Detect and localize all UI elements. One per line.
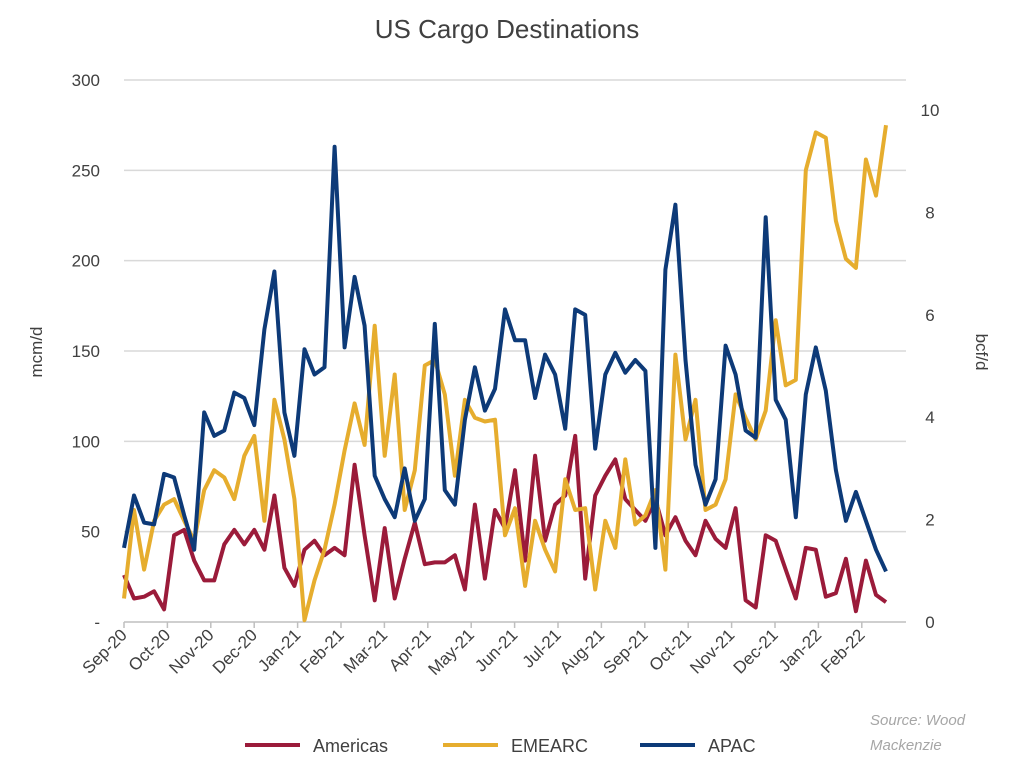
y2-axis-ticks: 0 2 4 6 8 10 (921, 101, 940, 632)
y-tick-label: 250 (72, 161, 100, 180)
x-tick-label: Nov-20 (165, 625, 217, 677)
legend: Americas EMEARC APAC (245, 736, 756, 756)
x-tick-label: May-21 (425, 625, 479, 679)
y2-tick-label: 0 (925, 613, 934, 632)
source-line-1: Source: Wood (870, 712, 966, 729)
x-tick-label: Sep-20 (79, 625, 131, 677)
y2-tick-label: 10 (921, 101, 940, 120)
legend-label: APAC (708, 736, 756, 756)
y2-tick-label: 4 (925, 408, 934, 427)
y2-tick-label: 2 (925, 511, 934, 530)
y-axis-label: mcm/d (27, 327, 46, 378)
x-tick-label: Feb-22 (817, 625, 869, 677)
source-line-2: Mackenzie (870, 737, 942, 754)
series-lines (122, 124, 888, 623)
y2-tick-label: 8 (925, 203, 934, 222)
y2-axis-label: bcf/d (972, 334, 991, 371)
legend-label: EMEARC (511, 736, 588, 756)
y-tick-label: 100 (72, 432, 100, 451)
y-axis-ticks: - 50 100 150 200 250 300 (72, 71, 100, 632)
gridlines (123, 79, 906, 628)
y2-tick-label: 6 (925, 306, 934, 325)
series-line-emearc (122, 124, 888, 623)
x-tick-label: Oct-21 (646, 625, 696, 675)
x-tick-label: Jan-22 (775, 625, 825, 675)
y-tick-label: 150 (72, 342, 100, 361)
x-tick-label: Jan-21 (254, 625, 304, 675)
x-tick-label: Aug-21 (556, 625, 608, 677)
x-tick-label: Feb-21 (296, 625, 348, 677)
x-tick-label: Dec-21 (730, 625, 782, 677)
x-tick-label: Dec-20 (209, 625, 261, 677)
x-tick-label: Mar-21 (340, 625, 392, 677)
y-tick-label: - (94, 613, 100, 632)
x-axis-ticks: Sep-20Oct-20Nov-20Dec-20Jan-21Feb-21Mar-… (79, 625, 869, 679)
y-tick-label: 200 (72, 252, 100, 271)
series-line-apac (122, 144, 888, 573)
x-tick-label: Oct-20 (125, 625, 175, 675)
y-tick-label: 300 (72, 71, 100, 90)
x-tick-label: Nov-21 (686, 625, 738, 677)
legend-label: Americas (313, 736, 388, 756)
y-tick-label: 50 (81, 523, 100, 542)
chart-title: US Cargo Destinations (375, 14, 639, 44)
x-tick-label: Sep-21 (599, 625, 651, 677)
x-tick-label: Jun-21 (471, 625, 521, 675)
